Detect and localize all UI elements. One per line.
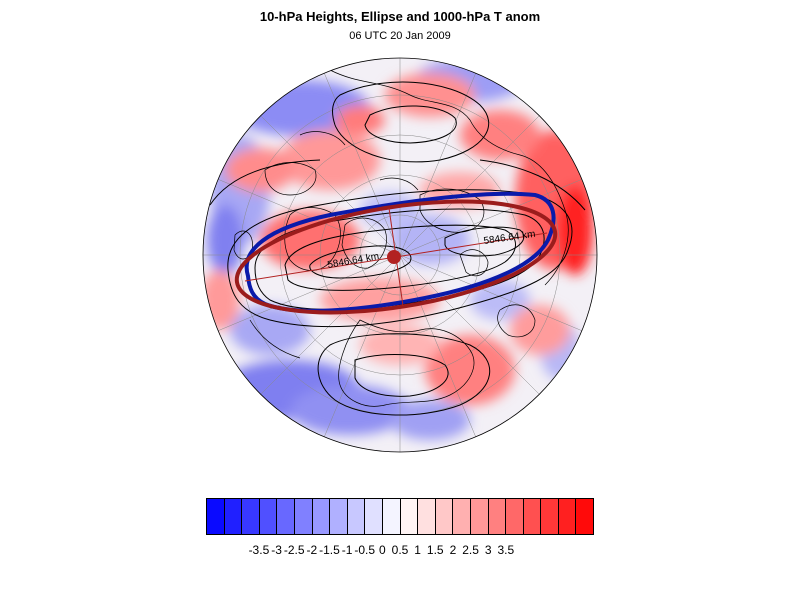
colorbar-box bbox=[259, 499, 278, 534]
colorbar-tick-label: -2.5 bbox=[283, 543, 305, 557]
fitted-ellipse bbox=[234, 199, 558, 315]
colorbar-box bbox=[506, 499, 524, 534]
colorbar-tick-label: 1.5 bbox=[426, 543, 444, 557]
colorbar-labels: -3.5 -3 -2.5 -2 -1.5 -1 -0.5 0 0.5 1 1.5 2 2.5 3 3.5 bbox=[0, 543, 800, 559]
page-subtitle: 06 UTC 20 Jan 2009 bbox=[349, 30, 451, 42]
colorbar-box bbox=[541, 499, 559, 534]
colorbar-tick-label: -2 bbox=[306, 543, 318, 557]
colorbar-box bbox=[347, 499, 366, 534]
colorbar-box bbox=[435, 499, 454, 534]
colorbar-tick-label: 3 bbox=[484, 543, 492, 557]
colorbar-tick-label: -1 bbox=[341, 543, 353, 557]
ellipse-centroid-marker bbox=[387, 250, 401, 264]
colorbar-box bbox=[277, 499, 295, 534]
colorbar-tick-label: 2.5 bbox=[462, 543, 479, 557]
colorbar-tick-label: -1.5 bbox=[319, 543, 340, 557]
colorbar-box bbox=[242, 499, 260, 534]
colorbar-box bbox=[400, 499, 419, 534]
colorbar-box bbox=[523, 499, 542, 534]
colorbar-tick-label: 0.5 bbox=[391, 543, 409, 557]
colorbar-box bbox=[453, 499, 471, 534]
colorbar-box bbox=[382, 499, 401, 534]
colorbar-tick-label: -3.5 bbox=[248, 543, 270, 557]
colorbar-tick-label: 0 bbox=[379, 543, 386, 557]
globe-border bbox=[202, 57, 598, 453]
colorbar-box bbox=[312, 499, 331, 534]
page-title: 10-hPa Heights, Ellipse and 1000-hPa T a… bbox=[259, 9, 541, 24]
colorbar-tick-label: 2 bbox=[449, 543, 457, 557]
colorbar-tick-label: -0.5 bbox=[354, 543, 376, 557]
colorbar-box bbox=[224, 499, 243, 534]
colorbar-box bbox=[488, 499, 507, 534]
colorbar bbox=[206, 498, 594, 535]
colorbar-tick-label: 1 bbox=[414, 543, 421, 557]
colorbar-box bbox=[330, 499, 348, 534]
colorbar-box bbox=[365, 499, 383, 534]
anomaly-field bbox=[203, 58, 597, 452]
colorbar-box bbox=[207, 499, 225, 534]
colorbar-tick-label: 3.5 bbox=[497, 543, 515, 557]
colorbar-tick-label: -3 bbox=[271, 543, 282, 557]
colorbar-box bbox=[294, 499, 313, 534]
colorbar-box bbox=[470, 499, 489, 534]
colorbar-box bbox=[576, 499, 594, 534]
colorbar-box bbox=[418, 499, 436, 534]
colorbar-box bbox=[558, 499, 577, 534]
height-contours bbox=[209, 81, 586, 416]
